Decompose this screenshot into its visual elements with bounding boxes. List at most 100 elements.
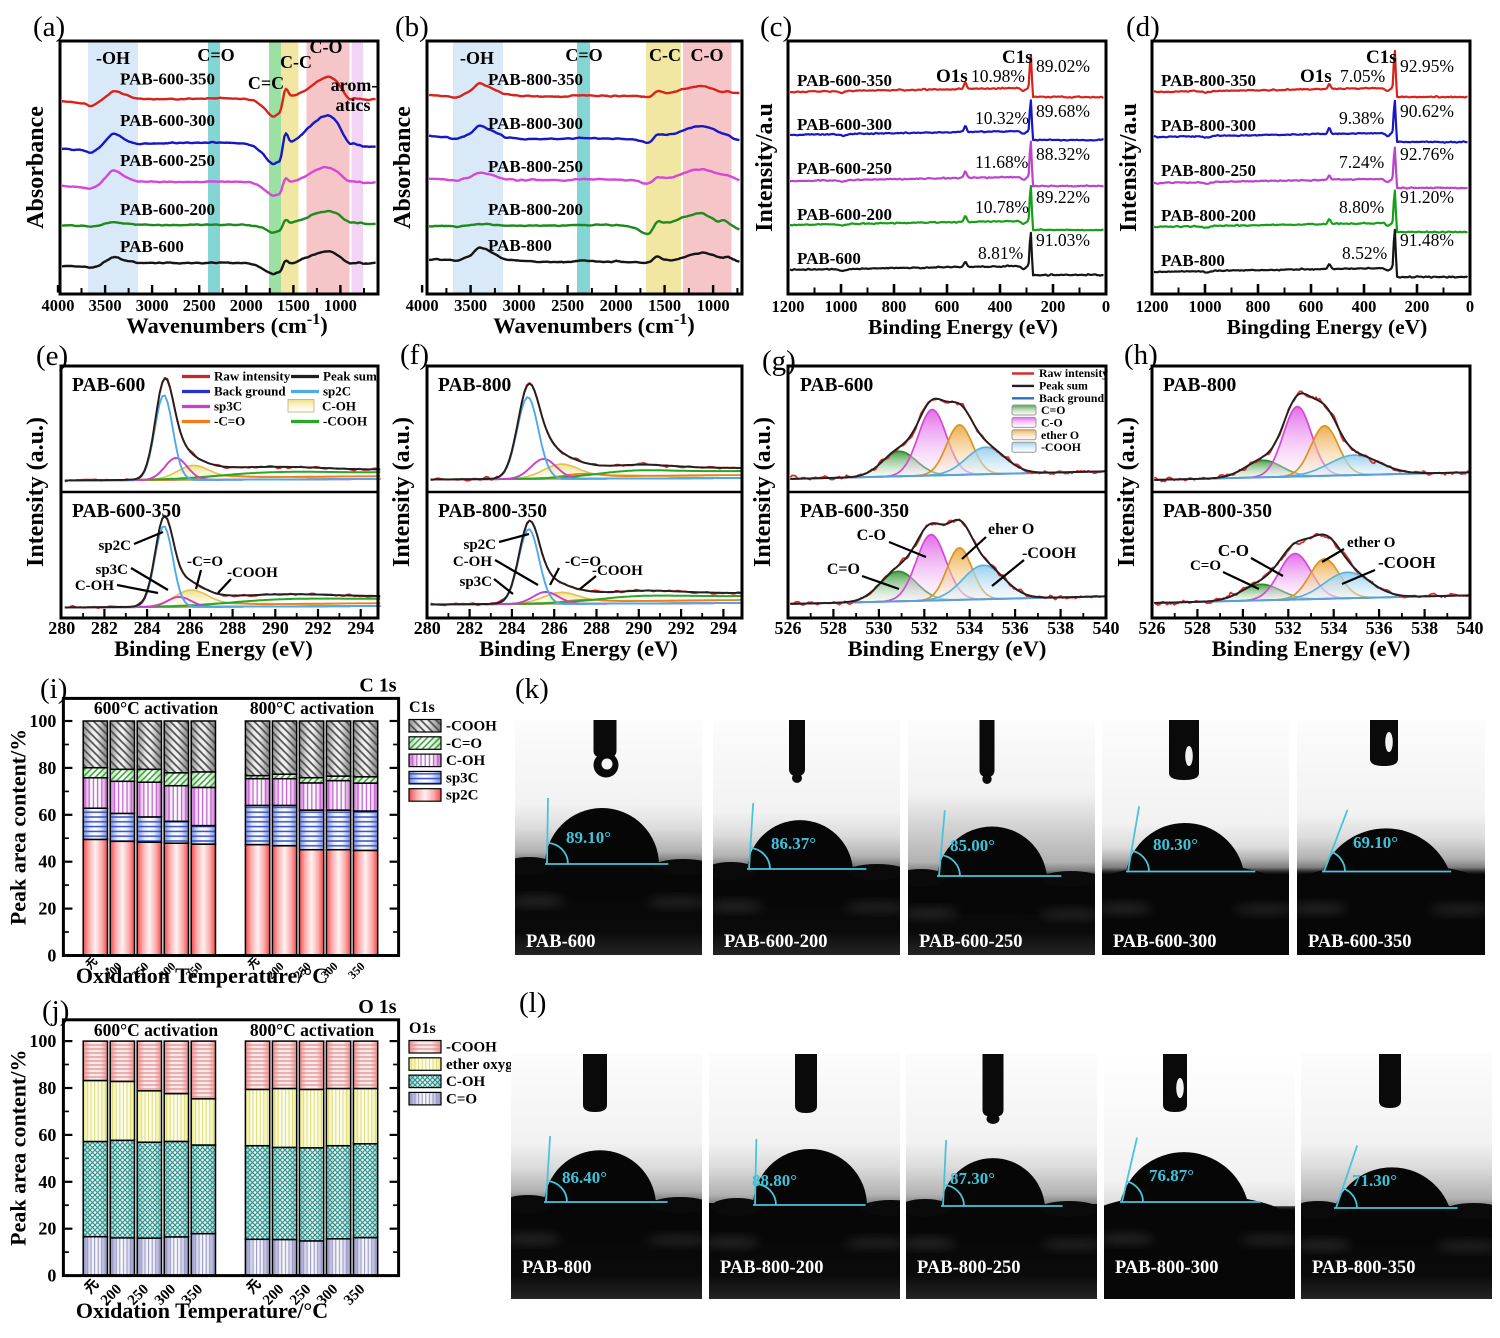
- svg-text:20: 20: [38, 899, 56, 919]
- svg-text:536: 536: [1366, 618, 1393, 638]
- svg-text:-C=O: -C=O: [187, 554, 223, 570]
- svg-text:O1s: O1s: [1300, 66, 1332, 87]
- svg-text:PAB-800-300: PAB-800-300: [1115, 1258, 1218, 1278]
- svg-text:sp2C: sp2C: [463, 537, 496, 553]
- svg-text:282: 282: [456, 618, 483, 638]
- svg-text:C-O: C-O: [691, 45, 724, 65]
- svg-text:PAB-800-350: PAB-800-350: [1163, 501, 1272, 522]
- svg-text:O1s: O1s: [409, 1020, 436, 1037]
- svg-text:ether oxygen: ether oxygen: [446, 1057, 528, 1073]
- svg-text:sp3C: sp3C: [459, 574, 492, 590]
- svg-text:10.32%: 10.32%: [975, 108, 1029, 128]
- svg-text:Peak sum: Peak sum: [323, 369, 377, 384]
- svg-text:88.80°: 88.80°: [752, 1171, 797, 1190]
- svg-text:3000: 3000: [136, 296, 169, 315]
- svg-text:PAB-600-250: PAB-600-250: [919, 932, 1022, 952]
- svg-text:PAB-600-200: PAB-600-200: [120, 200, 215, 219]
- svg-text:PAB-800-250: PAB-800-250: [488, 157, 583, 176]
- svg-text:7.24%: 7.24%: [1339, 152, 1384, 172]
- svg-text:800°C activation: 800°C activation: [250, 698, 374, 718]
- svg-text:Raw intensity: Raw intensity: [214, 369, 291, 384]
- svg-text:540: 540: [1093, 618, 1120, 638]
- svg-text:1000: 1000: [1189, 297, 1222, 316]
- svg-text:Peak area content/%: Peak area content/%: [5, 1050, 30, 1246]
- svg-text:11.68%: 11.68%: [975, 152, 1028, 172]
- svg-text:540: 540: [1457, 618, 1484, 638]
- svg-text:C1s: C1s: [1002, 47, 1033, 68]
- svg-text:4000: 4000: [42, 296, 75, 315]
- svg-text:534: 534: [1320, 618, 1347, 638]
- svg-text:40: 40: [38, 1172, 56, 1192]
- svg-text:(l): (l): [519, 987, 546, 1019]
- svg-text:286: 286: [176, 618, 203, 638]
- svg-text:0: 0: [47, 1266, 56, 1286]
- svg-text:200: 200: [1405, 297, 1430, 316]
- svg-text:(c): (c): [760, 11, 792, 43]
- svg-text:Intensity (a.u.): Intensity (a.u.): [23, 417, 49, 567]
- svg-text:8.80%: 8.80%: [1339, 197, 1384, 217]
- svg-text:80.30°: 80.30°: [1153, 835, 1198, 854]
- svg-text:atics: atics: [336, 95, 371, 115]
- svg-text:PAB-600-200: PAB-600-200: [797, 205, 892, 224]
- svg-text:86.37°: 86.37°: [771, 834, 816, 853]
- svg-text:282: 282: [91, 618, 118, 638]
- svg-text:PAB-600: PAB-600: [72, 375, 145, 396]
- svg-text:91.20%: 91.20%: [1400, 187, 1454, 207]
- svg-text:C-OH: C-OH: [75, 578, 114, 594]
- svg-text:ether O: ether O: [1347, 535, 1395, 551]
- svg-text:Back ground: Back ground: [214, 384, 286, 399]
- svg-text:2500: 2500: [183, 296, 216, 315]
- svg-text:9.38%: 9.38%: [1339, 108, 1384, 128]
- svg-text:294: 294: [710, 618, 737, 638]
- svg-text:-C=O: -C=O: [565, 554, 601, 570]
- svg-text:C1s: C1s: [409, 699, 435, 716]
- svg-text:ether O: ether O: [1041, 428, 1079, 442]
- svg-text:(f): (f): [400, 339, 429, 371]
- svg-text:PAB-600-350: PAB-600-350: [72, 501, 181, 522]
- svg-text:PAB-800-200: PAB-800-200: [1161, 206, 1256, 225]
- svg-text:-OH: -OH: [96, 48, 130, 68]
- svg-text:PAB-800-200: PAB-800-200: [488, 200, 583, 219]
- svg-text:C-O: C-O: [1218, 541, 1249, 560]
- svg-text:C-OH: C-OH: [322, 399, 356, 414]
- svg-text:(d): (d): [1126, 11, 1160, 43]
- svg-text:PAB-800-250: PAB-800-250: [917, 1258, 1020, 1278]
- svg-text:530: 530: [865, 618, 892, 638]
- svg-text:800°C activation: 800°C activation: [250, 1020, 374, 1040]
- svg-text:800: 800: [882, 297, 907, 316]
- svg-text:PAB-600-300: PAB-600-300: [120, 111, 215, 130]
- svg-text:526: 526: [1139, 618, 1166, 638]
- svg-text:PAB-600-300: PAB-600-300: [1113, 932, 1216, 952]
- svg-text:280: 280: [48, 618, 75, 638]
- svg-text:PAB-800-350: PAB-800-350: [1161, 71, 1256, 90]
- svg-text:86.40°: 86.40°: [562, 1168, 607, 1187]
- svg-text:Binding Energy (eV): Binding Energy (eV): [479, 636, 678, 661]
- svg-text:(e): (e): [36, 340, 68, 372]
- svg-text:PAB-800: PAB-800: [438, 375, 511, 396]
- svg-text:288: 288: [219, 618, 246, 638]
- svg-text:sp2C: sp2C: [98, 538, 131, 554]
- svg-text:3500: 3500: [454, 296, 487, 315]
- svg-text:89.02%: 89.02%: [1036, 56, 1090, 76]
- svg-text:600: 600: [1299, 297, 1324, 316]
- svg-text:294: 294: [347, 618, 374, 638]
- svg-text:Oxidation Temperature/°C: Oxidation Temperature/°C: [76, 963, 328, 988]
- svg-text:1000: 1000: [825, 297, 858, 316]
- svg-text:284: 284: [134, 618, 161, 638]
- svg-text:534: 534: [956, 618, 983, 638]
- svg-text:91.03%: 91.03%: [1036, 230, 1090, 250]
- svg-text:PAB-600-350: PAB-600-350: [120, 70, 215, 89]
- svg-text:PAB-600-350: PAB-600-350: [1308, 932, 1411, 952]
- svg-text:PAB-600-350: PAB-600-350: [797, 71, 892, 90]
- svg-text:100: 100: [29, 1031, 56, 1051]
- svg-text:-COOH: -COOH: [1378, 553, 1436, 572]
- svg-text:Intensity/a.u: Intensity/a.u: [1116, 103, 1142, 232]
- svg-text:85.00°: 85.00°: [950, 836, 995, 855]
- svg-text:286: 286: [541, 618, 568, 638]
- svg-text:(k): (k): [515, 673, 549, 705]
- svg-text:88.32%: 88.32%: [1036, 144, 1090, 164]
- svg-text:PAB-800-300: PAB-800-300: [1161, 116, 1256, 135]
- svg-text:PAB-600-250: PAB-600-250: [797, 159, 892, 178]
- svg-text:PAB-600: PAB-600: [800, 375, 873, 396]
- svg-text:600°C activation: 600°C activation: [94, 1020, 218, 1040]
